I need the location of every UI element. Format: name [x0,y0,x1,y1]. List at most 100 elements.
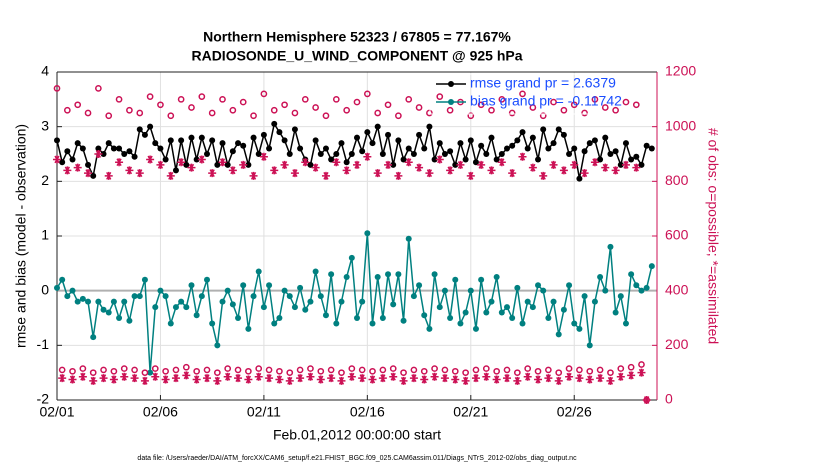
point [116,145,123,152]
point [446,106,454,114]
point [385,271,392,278]
point [472,159,479,166]
point [415,104,423,111]
point [617,293,624,300]
point [157,145,164,152]
point [488,106,495,114]
point [379,315,386,321]
point [555,126,562,133]
point [550,140,557,147]
point [64,148,71,155]
point [188,282,195,289]
point [523,372,532,381]
point [348,365,356,372]
point [369,367,376,375]
point [560,306,567,313]
point [612,106,619,114]
point [171,374,180,383]
point [399,376,408,385]
point [204,276,210,283]
point [395,271,402,278]
point [172,167,179,174]
point [285,376,294,385]
point [182,363,190,371]
chart-subtitle: RADIOSONDE_U_WIND_COMPONENT @ 925 hPa [191,48,522,64]
point [161,375,170,384]
legend-label: rmse grand pr = 2.6379 [470,75,616,91]
point [632,163,641,172]
point [203,374,211,383]
point [497,158,506,167]
point [99,374,108,383]
point [596,366,604,374]
point [524,298,531,305]
point [586,140,593,147]
point [223,372,232,381]
point [447,315,454,321]
point [54,137,60,144]
point [467,287,474,294]
point [140,376,149,385]
point [188,134,195,141]
point [431,156,438,163]
point [607,369,614,377]
point [105,112,113,120]
point [580,169,589,178]
point [441,366,449,374]
point [482,365,490,372]
point [302,306,309,313]
point [513,369,521,377]
point [255,151,262,157]
point [374,123,381,130]
point [110,298,117,305]
y2-tick-label: 200 [665,336,689,352]
point [135,169,144,178]
point [550,98,557,106]
point [628,156,635,163]
point [312,104,319,111]
point [276,129,283,136]
point [338,140,345,147]
point [90,334,97,341]
y-tick-label: -1 [37,336,50,352]
point [379,366,387,374]
legend-label: bias grand pr = -0.11742 [470,93,622,109]
point [306,372,315,381]
point [364,129,371,136]
point [162,367,169,375]
point [581,293,588,300]
point [209,137,216,144]
point [240,282,247,289]
point [467,112,475,120]
point [234,374,243,383]
point [471,374,480,383]
point [177,158,186,167]
point [519,90,526,98]
point [457,320,464,327]
point [565,372,574,381]
point [369,140,376,147]
point [535,282,542,289]
point [64,293,71,300]
point [141,131,148,138]
point [332,95,340,103]
point [364,230,371,237]
point [373,169,382,178]
point [156,160,165,169]
point [260,131,267,138]
point [607,243,614,250]
point [514,284,521,291]
point [136,109,144,117]
legend-box [429,73,656,115]
point [596,374,605,383]
point [147,123,154,130]
point [245,325,252,332]
point [534,367,542,375]
point [410,293,417,300]
point [560,131,567,138]
point [198,293,205,300]
point [147,369,154,376]
point [529,134,536,141]
point [545,366,552,374]
point [198,134,205,141]
